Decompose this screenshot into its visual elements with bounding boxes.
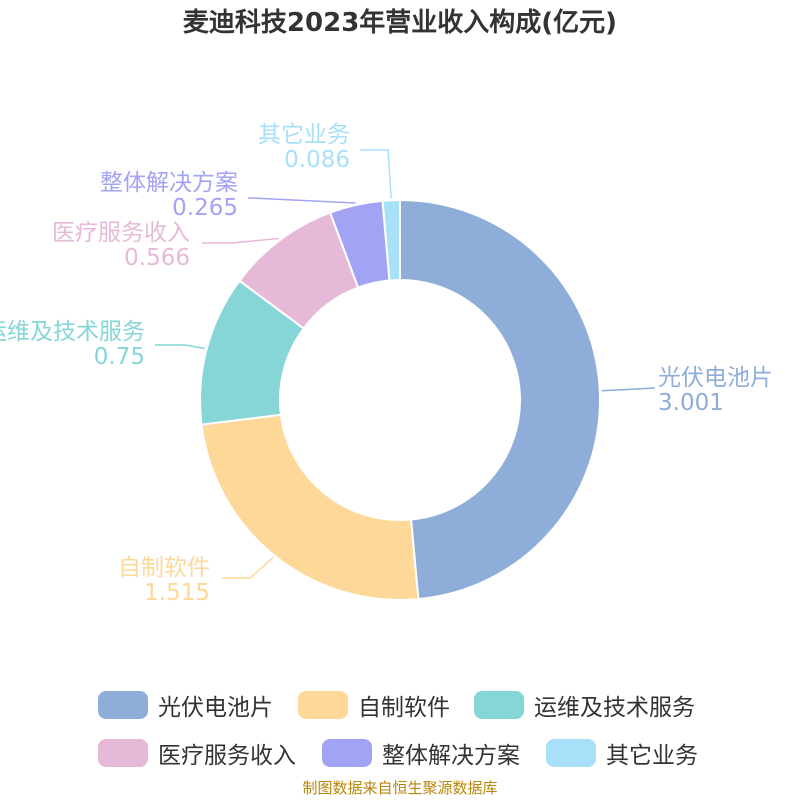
legend-item-zhengti-fangan[interactable]: 整体解决方案 — [322, 733, 520, 773]
callout-name-guangfu: 光伏电池片 — [658, 365, 773, 391]
callout-name-zhengti-fangan: 整体解决方案 — [100, 170, 238, 196]
legend-item-yiliao[interactable]: 医疗服务收入 — [98, 733, 296, 773]
callout-line-zhengti-fangan — [248, 197, 356, 204]
callout-line-yunwei — [155, 344, 205, 350]
donut-slice-qita[interactable] — [381, 198, 401, 282]
legend-label: 整体解决方案 — [382, 743, 520, 769]
callout-value-zhengti-fangan: 0.265 — [172, 195, 238, 221]
data-source-note: 制图数据来自恒生聚源数据库 — [302, 779, 498, 797]
callout-value-yiliao: 0.566 — [124, 245, 190, 271]
callout-value-qita: 0.086 — [284, 147, 350, 173]
donut-slice-guangfu[interactable] — [399, 198, 601, 601]
legend-item-guangfu[interactable]: 光伏电池片 — [98, 685, 273, 725]
callout-name-zizhi-ruanjian: 自制软件 — [118, 555, 210, 581]
callout-name-yunwei: 运维及技术服务 — [0, 319, 145, 345]
legend-swatch — [98, 739, 148, 767]
legend-swatch — [546, 739, 596, 767]
callout-value-yunwei: 0.75 — [94, 344, 145, 370]
legend-item-qita[interactable]: 其它业务 — [546, 733, 698, 773]
legend-label: 医疗服务收入 — [158, 743, 296, 769]
legend-item-yunwei[interactable]: 运维及技术服务 — [474, 685, 695, 725]
callout-line-zizhi-ruanjian — [222, 556, 274, 579]
legend-label: 自制软件 — [358, 695, 450, 721]
donut-slice-zizhi-ruanjian[interactable] — [200, 413, 420, 601]
callout-line-yiliao — [202, 237, 279, 244]
legend-label: 光伏电池片 — [158, 695, 273, 721]
callout-name-yiliao: 医疗服务收入 — [52, 220, 190, 246]
legend-item-zizhi-ruanjian[interactable]: 自制软件 — [298, 685, 450, 725]
legend-label: 其它业务 — [606, 743, 698, 769]
donut-slices — [199, 198, 601, 601]
callout-name-qita: 其它业务 — [258, 122, 350, 148]
callout-value-guangfu: 3.001 — [658, 390, 724, 416]
callout-line-guangfu — [601, 387, 656, 392]
callout-value-zizhi-ruanjian: 1.515 — [144, 580, 210, 606]
legend-swatch — [298, 691, 348, 719]
legend-swatch — [474, 691, 524, 719]
legend-swatch — [98, 691, 148, 719]
callout-line-qita — [360, 149, 392, 199]
chart-title: 麦迪科技2023年营业收入构成(亿元) — [182, 8, 618, 38]
legend-label: 运维及技术服务 — [534, 695, 695, 721]
legend-swatch — [322, 739, 372, 767]
